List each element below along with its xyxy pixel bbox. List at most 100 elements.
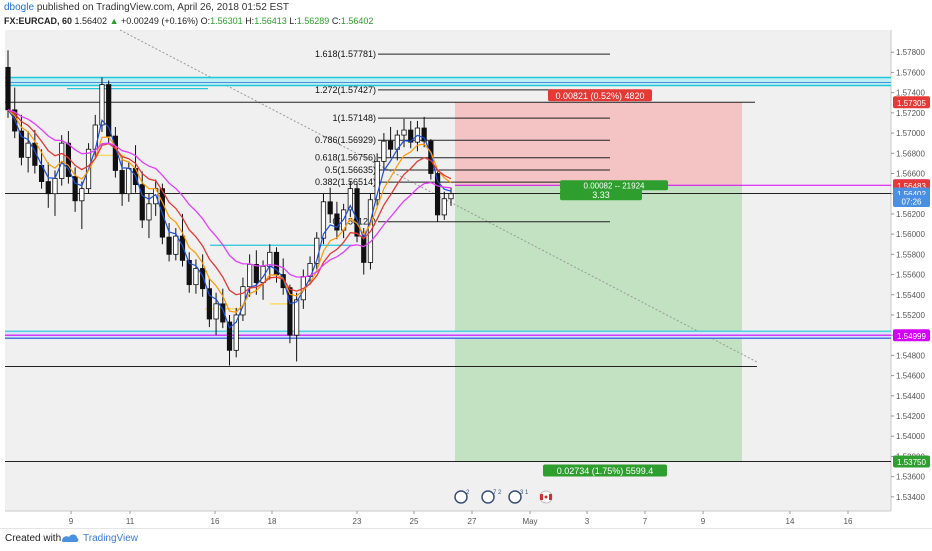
candle-body [408,129,414,143]
footer: Created with TradingView [0,528,932,551]
event-count: 3 1 [520,490,529,496]
created-with-text: Created with [5,533,62,544]
target-badge-text: 0.02734 (1.75%) 5599.4 [557,466,654,476]
ema-blue [7,109,452,329]
candle-body [139,184,145,221]
price-axis-badge: 1.54999 [893,329,930,342]
candle-body [193,268,199,286]
ema-pink [7,109,452,278]
candle-body [441,198,447,216]
y-tick-label: 1.56000 [896,230,925,239]
open-label: O: [200,16,211,26]
ratio-badge: 3.33 [560,189,642,201]
y-tick-label: 1.54200 [896,412,925,421]
price-axis-badge-bg [893,194,930,207]
entry-badge-text: 0.00082 -- 21924 [584,182,645,191]
candle-body [327,201,333,215]
candle-body [126,168,132,195]
plot-area [5,30,891,511]
candle-body [233,314,239,351]
price-axis-badge-bg [893,455,930,468]
candle-body [79,188,85,202]
x-tick-label: 3 [585,517,590,526]
candle-body [186,259,192,286]
candle-body [106,84,112,137]
y-tick-label: 1.56600 [896,169,925,178]
ema-orange [7,109,452,313]
fib-label: 1(1.57148) [332,113,376,123]
candle-body [448,193,454,200]
candle-body [99,84,105,126]
candle-body [200,268,206,290]
candle-body [119,170,125,195]
y-tick-label: 1.56200 [896,210,925,219]
canada-flag-icon [539,490,553,504]
low-value: 1.56289 [296,16,330,26]
event-clock-icon [454,490,468,504]
x-tick-label: 9 [701,517,706,526]
candle-body [387,140,394,150]
y-tick-label: 1.56800 [896,149,925,158]
candle-body [320,201,327,239]
candle-body [287,287,293,336]
y-tick-label: 1.57600 [896,68,925,77]
low-label: L: [289,16,297,26]
candle-body [226,321,233,351]
flag-left [540,494,543,500]
price-axis-badge: 1.53750 [893,455,930,468]
author-name[interactable]: dbogle [4,2,35,13]
x-tick-label: 16 [844,517,853,526]
y-tick-label: 1.54400 [896,392,925,401]
risk-zone [455,102,742,186]
price-axis-badge-text: 1.56402 [897,190,926,199]
ema-red [7,109,452,296]
y-tick-label: 1.57800 [896,48,925,57]
price-axis-badge-text: 1.54999 [897,332,926,341]
candle-body [253,264,259,284]
candle-body [381,140,387,162]
change-value: +0.00249 (+0.16%) [121,16,199,26]
fib-label: 0.382(1.56514) [315,177,376,187]
flag-leaf [544,495,548,499]
symbol-label[interactable]: FX:EURCAD, 60 [4,16,73,26]
y-tick-label: 1.53600 [896,473,925,482]
event-clock-icon [508,490,522,504]
economic-event-icon: 2 [454,490,470,504]
y-tick-label: 1.55600 [896,271,925,280]
x-tick-label: 14 [786,517,795,526]
candle-body [294,299,300,336]
candle-body [25,142,31,158]
candle-body [72,176,78,202]
x-tick-label: 25 [410,517,419,526]
stop-badge: 0.00821 (0.52%) 4820 [548,89,652,102]
x-tick-label: 23 [353,517,362,526]
fib-label: 1.272(1.57427) [315,85,376,95]
fib-label: 0.786(1.56929) [315,135,376,145]
price-axis-badge-text: 1.56483 [897,182,926,191]
entry-badge: 0.00082 -- 21924 [560,180,668,191]
y-tick-label: 1.57000 [896,129,925,138]
price-chart[interactable]: 1.57800 1.57600 1.57400 1.57200 1.57000 1.568… [0,0,932,528]
close-value: 1.56402 [340,16,374,26]
fib-label: 0.5(1.56635) [325,165,376,175]
x-tick-label: May [522,517,537,526]
candle-body [92,124,98,150]
candle-body [52,178,58,195]
tradingview-brand[interactable]: TradingView [83,533,139,544]
price-axis-badge-text: 07:26 [901,197,922,206]
candle-body [401,129,407,136]
last-price: 1.56402 [74,16,108,26]
cyan-band-fill [5,77,891,86]
economic-event-icon: 3 1 [508,490,529,504]
candle-body [354,188,360,237]
high-label: H: [245,16,255,26]
open-value: 1.56301 [210,16,243,26]
up-arrow-icon: ▲ [109,16,119,26]
tradingview-logo-icon[interactable] [60,532,80,544]
price-axis-badge: 1.57305 [893,96,930,109]
x-tick-label: 18 [268,517,277,526]
economic-event-icon: 7 2 [481,490,502,504]
event-count: 7 2 [493,490,502,496]
candle-body [146,203,152,221]
ratio-badge-text: 3.33 [592,190,610,200]
